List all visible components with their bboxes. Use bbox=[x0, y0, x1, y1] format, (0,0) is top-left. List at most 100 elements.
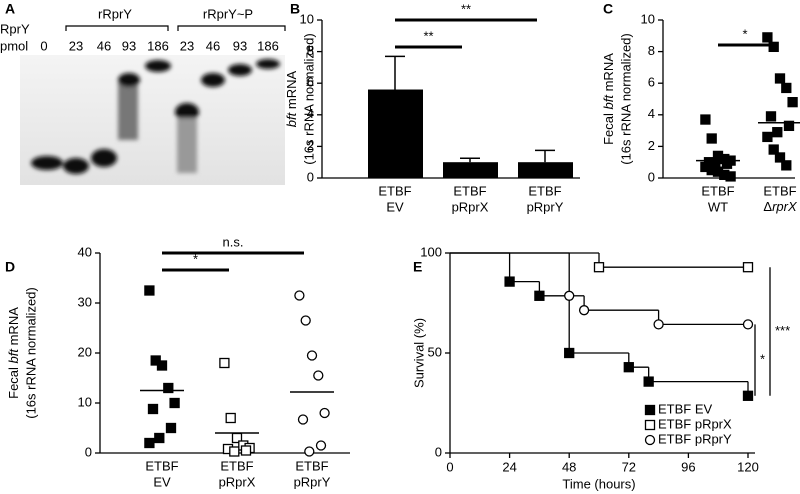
x-tick-label: 120 bbox=[737, 459, 759, 474]
y-tick-label: 20 bbox=[78, 344, 92, 359]
x-tick-label: pRprX bbox=[452, 199, 489, 214]
y-tick-label: 40 bbox=[78, 244, 92, 259]
marker bbox=[742, 262, 754, 273]
gel-panel: A RprY pmol rRprY rRprY~P 0 23 46 93 186… bbox=[0, 1, 286, 185]
legend-marker bbox=[644, 434, 656, 446]
group-bracket bbox=[65, 25, 286, 31]
y-tick-label: 10 bbox=[300, 11, 314, 26]
marker bbox=[144, 437, 155, 449]
panel-label: D bbox=[5, 259, 15, 275]
group-label: rRprY bbox=[98, 6, 132, 21]
x-axis-label: Time (hours) bbox=[562, 476, 635, 491]
x-tick-label: EV bbox=[386, 199, 404, 214]
x-tick-label: ETBF bbox=[453, 183, 486, 198]
marker bbox=[781, 82, 792, 94]
x-tick-label: ETBF bbox=[701, 183, 734, 198]
y-axis-label: bft mRNA bbox=[284, 70, 299, 127]
marker bbox=[319, 407, 330, 419]
y-axis-label-part: bft bbox=[6, 348, 21, 364]
x-tick-label: ETBF bbox=[378, 183, 411, 198]
y-tick-label: 0 bbox=[307, 169, 314, 184]
y-axis-label: (16s rRNA normalized) bbox=[301, 33, 316, 165]
marker bbox=[765, 111, 777, 122]
x-tick-label: pRprY bbox=[294, 474, 331, 489]
x-tick-label: ETBF bbox=[763, 183, 796, 198]
significance-label: * bbox=[193, 251, 198, 266]
y-axis-label-part: Fecal bbox=[6, 363, 21, 398]
lane-label: 186 bbox=[147, 38, 169, 53]
y-axis-label-part: mRNA bbox=[284, 70, 299, 112]
lane-label: 186 bbox=[257, 38, 279, 53]
significance-label: * bbox=[742, 26, 747, 41]
marker bbox=[742, 319, 754, 330]
marker bbox=[300, 315, 311, 326]
marker bbox=[774, 152, 786, 163]
row-label: pmol bbox=[0, 38, 28, 53]
y-tick-label: 4 bbox=[648, 106, 655, 121]
gel-bands bbox=[31, 59, 280, 174]
marker bbox=[787, 97, 798, 108]
y-tick-label: 6 bbox=[648, 75, 655, 90]
panel-label: E bbox=[413, 259, 422, 275]
marker bbox=[304, 446, 315, 457]
panel-label: A bbox=[5, 1, 15, 17]
marker bbox=[700, 114, 711, 125]
marker bbox=[564, 290, 575, 301]
y-axis-label-part: mRNA bbox=[6, 307, 21, 349]
significance-label: *** bbox=[775, 323, 790, 338]
y-tick-label: 0 bbox=[648, 169, 655, 184]
marker bbox=[504, 276, 515, 287]
marker bbox=[154, 432, 165, 444]
marker bbox=[653, 319, 664, 330]
x-tick-label: EV bbox=[153, 474, 171, 489]
bar bbox=[518, 162, 573, 178]
x-tick-label: ETBF bbox=[295, 458, 328, 473]
y-tick-label: 6 bbox=[307, 75, 314, 90]
lane-label: 23 bbox=[180, 38, 194, 53]
lane-label: 93 bbox=[233, 38, 247, 53]
marker bbox=[306, 350, 318, 361]
lane-label: 0 bbox=[40, 38, 47, 53]
bar bbox=[443, 162, 498, 178]
significance-label: n.s. bbox=[223, 234, 244, 249]
marker bbox=[165, 422, 177, 434]
marker bbox=[169, 397, 180, 409]
marker bbox=[240, 445, 252, 456]
y-axis-label: (16s rRNA normalized) bbox=[23, 287, 38, 419]
x-tick-label: 72 bbox=[622, 459, 636, 474]
y-tick-label: 100 bbox=[420, 244, 442, 259]
marker bbox=[156, 360, 168, 371]
x-tick-label-part: Δ bbox=[763, 199, 772, 214]
legend-marker bbox=[644, 419, 656, 431]
y-axis-label-part: Fecal bbox=[601, 109, 616, 144]
marker bbox=[725, 171, 736, 182]
group-label: rRprY~P bbox=[203, 6, 253, 21]
marker bbox=[768, 144, 779, 155]
marker bbox=[219, 357, 230, 369]
marker bbox=[534, 290, 545, 301]
x-tick-label: 0 bbox=[446, 459, 453, 474]
marker bbox=[294, 290, 305, 301]
marker bbox=[593, 262, 605, 273]
y-tick-label: 8 bbox=[648, 43, 655, 58]
marker bbox=[783, 120, 795, 132]
marker bbox=[313, 370, 324, 381]
x-tick-label: pRprX bbox=[219, 474, 256, 489]
y-tick-label: 10 bbox=[78, 394, 92, 409]
marker bbox=[742, 390, 754, 401]
row-label: RprY bbox=[0, 21, 30, 36]
bar bbox=[368, 89, 423, 178]
x-tick-label: pRprY bbox=[527, 199, 564, 214]
marker bbox=[229, 446, 240, 457]
marker bbox=[768, 41, 779, 53]
marker bbox=[643, 376, 654, 387]
marker bbox=[297, 414, 309, 425]
lane-label: 46 bbox=[206, 38, 220, 53]
y-tick-label: 50 bbox=[428, 344, 442, 359]
significance-label: ** bbox=[423, 28, 433, 43]
marker bbox=[762, 131, 773, 143]
marker bbox=[774, 73, 786, 84]
marker bbox=[144, 285, 155, 296]
marker bbox=[706, 133, 717, 144]
